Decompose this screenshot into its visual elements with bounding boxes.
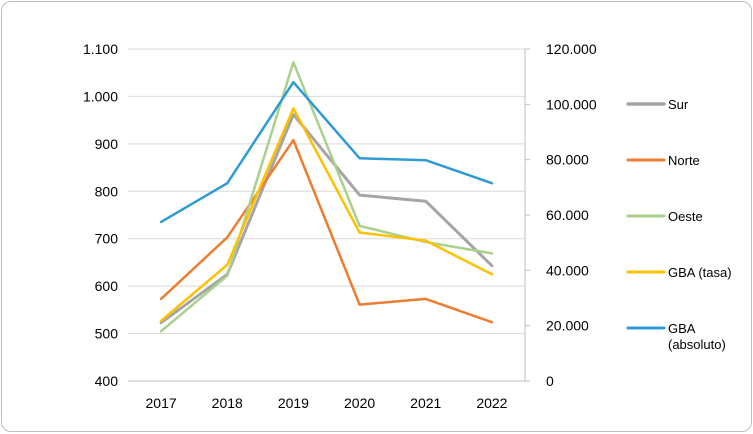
y-left-tick-label: 400 bbox=[95, 373, 119, 389]
y-right-tick-label: 20.000 bbox=[546, 318, 589, 334]
legend-label-gba-tasa: GBA (tasa) bbox=[668, 265, 732, 280]
x-tick-label: 2021 bbox=[410, 395, 441, 411]
x-tick-label: 2019 bbox=[278, 395, 309, 411]
x-tick-label: 2017 bbox=[146, 395, 177, 411]
y-left-tick-label: 1.100 bbox=[83, 41, 118, 57]
series-line-gba-tasa bbox=[159, 107, 494, 323]
series-line-gba-absoluto bbox=[159, 80, 494, 224]
y-right-tick-label: 60.000 bbox=[546, 207, 589, 223]
y-right-tick-label: 0 bbox=[546, 373, 554, 389]
axes: 400 500 600 700 800 900 1.000 1.100 0 20.000 40.00… bbox=[83, 41, 597, 411]
y-left-tick-label: 700 bbox=[95, 231, 119, 247]
series-line-norte bbox=[159, 138, 494, 324]
y-right-tick-label: 40.000 bbox=[546, 262, 589, 278]
legend-label-norte: Norte bbox=[668, 153, 700, 168]
y-left-tick-label: 800 bbox=[95, 183, 119, 199]
series-line-oeste bbox=[159, 61, 494, 333]
gridlines bbox=[128, 48, 525, 382]
y-left-tick-label: 500 bbox=[95, 326, 119, 342]
y-left-tick-label: 900 bbox=[95, 136, 119, 152]
series-lines bbox=[159, 61, 494, 333]
y-right-tick-label: 80.000 bbox=[546, 152, 589, 168]
x-tick-label: 2022 bbox=[476, 395, 507, 411]
y-right-tick-label: 100.000 bbox=[546, 96, 597, 112]
legend-label-gba-absoluto: GBA (absoluto) bbox=[668, 321, 726, 352]
legend: Sur Norte Oeste GBA (tasa) GBA (absoluto) bbox=[626, 97, 732, 352]
legend-label-sur: Sur bbox=[668, 97, 689, 112]
y-right-tick-label: 120.000 bbox=[546, 41, 597, 57]
y-left-tick-label: 1.000 bbox=[83, 88, 118, 104]
series-line-sur bbox=[159, 113, 494, 325]
y-left-tick-label: 600 bbox=[95, 278, 119, 294]
x-tick-label: 2020 bbox=[344, 395, 375, 411]
legend-label-oeste: Oeste bbox=[668, 209, 703, 224]
x-tick-label: 2018 bbox=[212, 395, 243, 411]
